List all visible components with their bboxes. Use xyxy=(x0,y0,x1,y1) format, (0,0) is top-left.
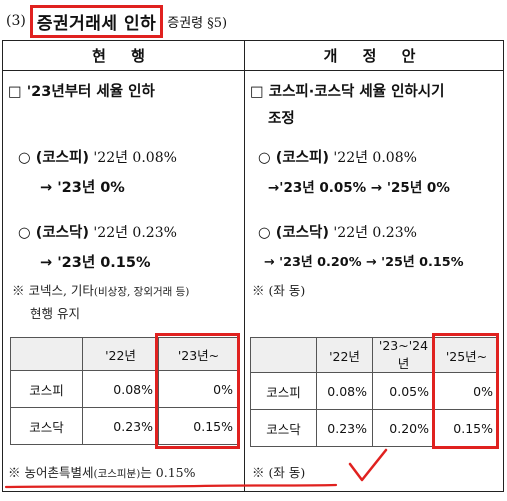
column-divider xyxy=(244,40,245,492)
table-header-cell: '22년 xyxy=(316,337,373,373)
red-check-mark-icon xyxy=(348,448,388,482)
revised-kosdaq-label: ○ (코스닥) xyxy=(258,225,329,241)
current-kospi-label: ○ (코스피) xyxy=(18,150,89,166)
current-kosdaq-label: ○ (코스닥) xyxy=(18,225,89,241)
revised-kospi-rate-2022: '22년 0.08% xyxy=(328,150,417,166)
current-note-line2: 현행 유지 xyxy=(30,306,80,321)
revised-main-point-line2: 조정 xyxy=(268,111,295,127)
table-cell: 0.08% xyxy=(82,370,159,408)
revised-highlight-box xyxy=(432,333,499,449)
revised-kospi-label: ○ (코스피) xyxy=(258,150,329,166)
table-header-cell: '23년~ xyxy=(158,337,239,371)
current-footer-text: ※ 농어촌특별세 xyxy=(8,465,94,480)
table-header-cell: '25년~ xyxy=(434,337,499,373)
revised-note: ※ (좌 동) xyxy=(252,283,306,298)
current-footer-rate: 는 0.15% xyxy=(140,465,196,480)
current-rate-table: '22년 '23년~ 코스피 0.08% 0% 코스닥 0.23% 0.15% xyxy=(10,337,239,445)
revised-footer-note: ※ (좌 동) xyxy=(252,465,306,480)
table-cell: 0.15% xyxy=(434,409,499,447)
current-main-point: □ '23년부터 세율 인하 xyxy=(8,84,155,100)
table-row: 코스닥 0.23% 0.15% xyxy=(10,407,239,445)
table-cell: 코스닥 xyxy=(10,407,83,445)
column-header-revised: 개 정 안 xyxy=(323,47,426,65)
table-cell: 0.15% xyxy=(158,407,239,445)
current-footer-note: ※ 농어촌특별세(코스피분)는 0.15% xyxy=(8,462,196,481)
current-kospi-line1: ○ (코스피) '22년 0.08% xyxy=(18,148,177,168)
table-cell: 코스피 xyxy=(250,372,317,410)
table-row: 코스피 0.08% 0% xyxy=(10,370,239,408)
table-cell: 0.08% xyxy=(316,372,373,410)
column-header-current: 현 행 xyxy=(92,47,155,65)
handwritten-annotation xyxy=(4,448,388,489)
current-kospi-rate-2022: '22년 0.08% xyxy=(88,150,177,166)
section-number: (3) xyxy=(6,13,26,29)
table-cell: 0.05% xyxy=(372,372,435,410)
revised-kosdaq-line2: → '23년 0.20% → '25년 0.15% xyxy=(264,255,464,270)
table-header-cell: '23~'24년 xyxy=(372,337,435,373)
table-cell: 코스피 xyxy=(10,370,83,408)
comparison-frame xyxy=(2,40,504,492)
section-heading: (3) 증권거래세 인하 증권령 §5) xyxy=(6,4,228,38)
current-kosdaq-line1: ○ (코스닥) '22년 0.23% xyxy=(18,223,177,243)
section-reference: 증권령 §5) xyxy=(167,15,228,31)
table-header-row: '22년 '23~'24년 '25년~ xyxy=(250,337,499,373)
revised-kosdaq-line1: ○ (코스닥) '22년 0.23% xyxy=(258,223,417,243)
table-header-cell: '22년 xyxy=(82,337,159,371)
revised-kospi-line1: ○ (코스피) '22년 0.08% xyxy=(258,148,417,168)
table-cell: 0.23% xyxy=(316,409,373,447)
table-header-cell xyxy=(250,337,317,373)
revised-kosdaq-rate-2022: '22년 0.23% xyxy=(328,225,417,241)
current-kosdaq-rate-2022: '22년 0.23% xyxy=(88,225,177,241)
current-note-detail: (비상장, 장외거래 등) xyxy=(93,286,190,298)
table-row: 코스닥 0.23% 0.20% 0.15% xyxy=(250,409,499,447)
table-cell: 0.20% xyxy=(372,409,435,447)
current-footer-detail: (코스피분) xyxy=(93,468,141,480)
revised-main-point-line1: □ 코스피·코스닥 세율 인하시기 xyxy=(250,84,445,100)
header-divider xyxy=(2,70,504,71)
table-cell: 0.23% xyxy=(82,407,159,445)
table-header-cell xyxy=(10,337,83,371)
revised-kospi-line2: →'23년 0.05% → '25년 0% xyxy=(268,180,450,196)
current-note-line1: ※ 코넥스, 기타(비상장, 장외거래 등) xyxy=(12,280,189,299)
current-note-text: ※ 코넥스, 기타 xyxy=(12,283,94,298)
red-underline xyxy=(4,483,338,489)
section-title-highlighted: 증권거래세 인하 xyxy=(29,4,164,38)
table-cell: 코스닥 xyxy=(250,409,317,447)
current-highlight-box xyxy=(155,333,240,449)
revised-rate-table: '22년 '23~'24년 '25년~ 코스피 0.08% 0.05% 0% 코… xyxy=(250,337,499,447)
current-kosdaq-line2: → '23년 0.15% xyxy=(40,255,151,271)
current-kospi-line2: → '23년 0% xyxy=(40,180,125,196)
